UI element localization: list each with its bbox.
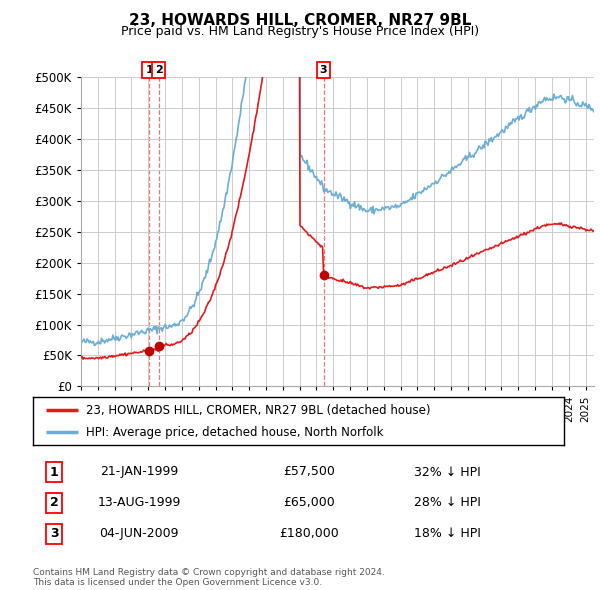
Text: HPI: Average price, detached house, North Norfolk: HPI: Average price, detached house, Nort… <box>86 426 383 439</box>
Text: 18% ↓ HPI: 18% ↓ HPI <box>414 527 481 540</box>
Text: 28% ↓ HPI: 28% ↓ HPI <box>414 496 481 510</box>
Text: Contains HM Land Registry data © Crown copyright and database right 2024.
This d: Contains HM Land Registry data © Crown c… <box>33 568 385 587</box>
Text: 2: 2 <box>50 496 59 510</box>
Text: 3: 3 <box>50 527 59 540</box>
Text: 2: 2 <box>155 65 163 75</box>
Text: 1: 1 <box>145 65 153 75</box>
Text: 04-JUN-2009: 04-JUN-2009 <box>100 527 179 540</box>
Text: 23, HOWARDS HILL, CROMER, NR27 9BL: 23, HOWARDS HILL, CROMER, NR27 9BL <box>129 13 471 28</box>
Text: £57,500: £57,500 <box>283 466 335 478</box>
Text: 32% ↓ HPI: 32% ↓ HPI <box>414 466 481 478</box>
Text: 3: 3 <box>320 65 328 75</box>
Text: £65,000: £65,000 <box>283 496 335 510</box>
Text: 21-JAN-1999: 21-JAN-1999 <box>100 466 178 478</box>
Text: 13-AUG-1999: 13-AUG-1999 <box>98 496 181 510</box>
Text: 23, HOWARDS HILL, CROMER, NR27 9BL (detached house): 23, HOWARDS HILL, CROMER, NR27 9BL (deta… <box>86 404 431 417</box>
Text: £180,000: £180,000 <box>279 527 339 540</box>
Text: 1: 1 <box>50 466 59 478</box>
Text: Price paid vs. HM Land Registry's House Price Index (HPI): Price paid vs. HM Land Registry's House … <box>121 25 479 38</box>
